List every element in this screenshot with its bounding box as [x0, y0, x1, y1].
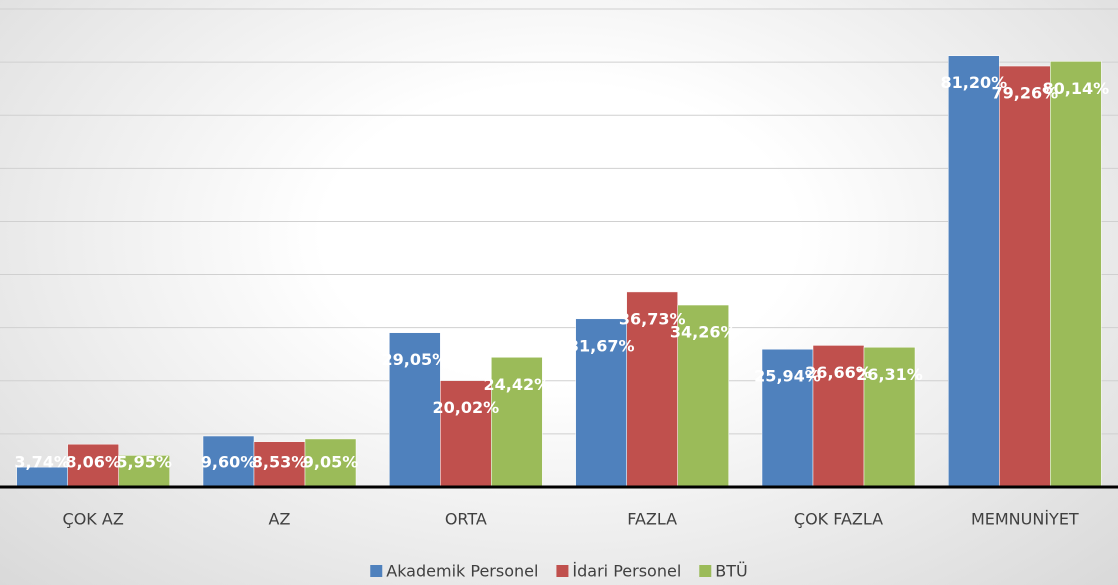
data-label: 3,74%	[14, 453, 70, 472]
legend-item: Akademik Personel	[370, 562, 538, 581]
data-label: 29,05%	[382, 350, 449, 369]
bar	[948, 55, 1000, 488]
data-label: 80,14%	[1043, 79, 1110, 98]
x-tick-label: AZ	[269, 510, 291, 529]
bar	[304, 438, 357, 488]
data-label: 79,26%	[992, 84, 1059, 103]
x-tick-label: FAZLA	[627, 510, 677, 529]
bar	[863, 347, 916, 488]
bar	[118, 455, 170, 488]
legend-swatch	[370, 565, 383, 577]
data-label: 81,20%	[941, 73, 1008, 92]
data-label: 20,02%	[433, 398, 500, 417]
x-tick-label: ORTA	[445, 510, 487, 529]
data-label: 31,67%	[568, 336, 635, 355]
data-label: 36,73%	[619, 309, 686, 328]
data-label: 9,60%	[201, 453, 257, 472]
data-label: 24,42%	[484, 375, 551, 394]
legend-swatch	[699, 565, 712, 577]
bar	[812, 345, 865, 488]
bar	[202, 435, 255, 488]
x-tick-label: ÇOK FAZLA	[794, 510, 883, 529]
x-tick-label: ÇOK AZ	[63, 510, 124, 529]
data-label: 26,31%	[856, 365, 923, 384]
legend-label: BTÜ	[715, 562, 747, 581]
data-label: 5,95%	[116, 453, 172, 472]
legend-swatch	[556, 565, 569, 577]
legend-label: Akademik Personel	[386, 562, 538, 581]
data-label: 8,53%	[252, 453, 308, 472]
bar	[761, 348, 814, 488]
bar	[626, 291, 678, 488]
legend-item: İdari Personel	[556, 562, 681, 581]
legend-label: İdari Personel	[572, 562, 681, 581]
x-tick-label: MEMNUNİYET	[971, 510, 1079, 529]
data-label: 34,26%	[670, 323, 737, 342]
data-label: 9,05%	[303, 453, 359, 472]
data-label: 25,94%	[754, 367, 821, 386]
bar	[67, 443, 119, 488]
data-label: 8,06%	[65, 453, 121, 472]
bar	[1050, 61, 1102, 488]
data-label: 26,66%	[805, 363, 872, 382]
bar	[999, 65, 1051, 488]
bar	[440, 380, 492, 488]
legend-item: BTÜ	[699, 562, 748, 581]
bar	[491, 357, 543, 488]
bar	[677, 304, 729, 488]
